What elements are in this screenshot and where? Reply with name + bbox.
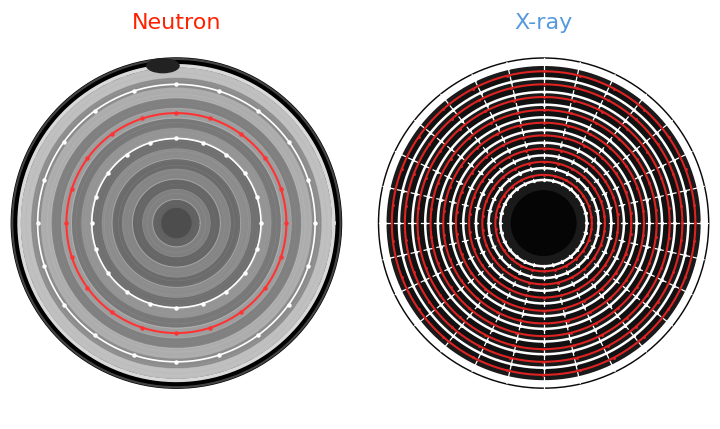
- Circle shape: [71, 118, 282, 328]
- Circle shape: [469, 148, 618, 298]
- Circle shape: [51, 98, 302, 348]
- Circle shape: [378, 57, 709, 389]
- Circle shape: [510, 190, 577, 256]
- Circle shape: [418, 97, 670, 349]
- Circle shape: [61, 108, 292, 338]
- Circle shape: [405, 85, 683, 362]
- Circle shape: [444, 123, 644, 323]
- Circle shape: [413, 92, 675, 354]
- Circle shape: [31, 78, 322, 369]
- Circle shape: [384, 64, 703, 382]
- Circle shape: [132, 179, 220, 267]
- Circle shape: [81, 128, 271, 318]
- Ellipse shape: [146, 58, 180, 73]
- Circle shape: [122, 169, 230, 277]
- Circle shape: [431, 110, 657, 336]
- Circle shape: [11, 57, 342, 389]
- Circle shape: [476, 155, 611, 291]
- Text: Neutron: Neutron: [132, 13, 221, 33]
- Text: X-ray: X-ray: [515, 13, 572, 33]
- Circle shape: [495, 175, 592, 271]
- Circle shape: [451, 130, 636, 316]
- Circle shape: [161, 208, 192, 238]
- Circle shape: [489, 168, 598, 278]
- Circle shape: [392, 71, 696, 375]
- Circle shape: [153, 199, 200, 247]
- Circle shape: [456, 136, 631, 311]
- Circle shape: [41, 88, 312, 359]
- Circle shape: [399, 79, 688, 368]
- Circle shape: [500, 180, 587, 266]
- Circle shape: [463, 143, 624, 303]
- Circle shape: [438, 117, 649, 329]
- Circle shape: [143, 189, 210, 257]
- Circle shape: [21, 67, 332, 379]
- Circle shape: [426, 105, 662, 341]
- Circle shape: [91, 139, 261, 308]
- Circle shape: [482, 162, 605, 284]
- Circle shape: [112, 159, 240, 287]
- Circle shape: [102, 148, 251, 298]
